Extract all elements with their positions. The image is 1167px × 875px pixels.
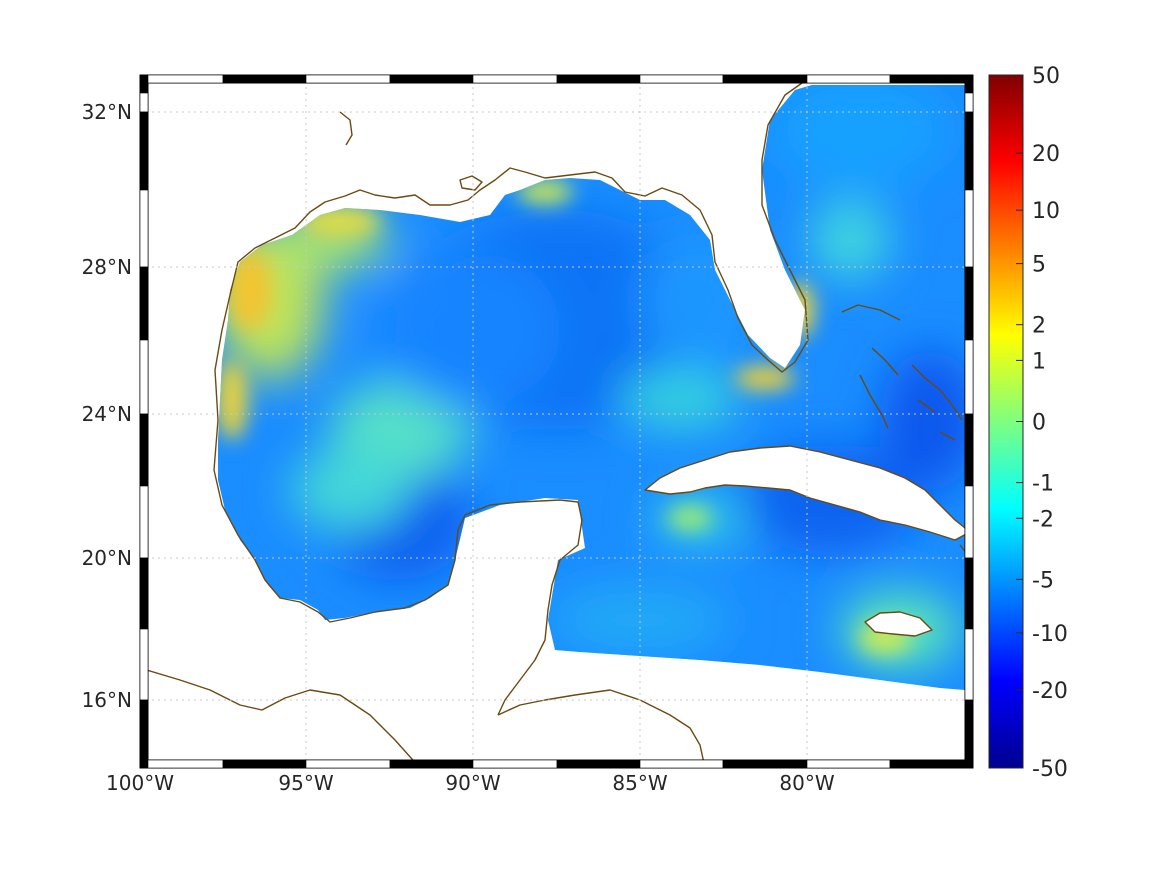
- lon-label: 90°W: [445, 771, 500, 795]
- frame-band-right: [964, 413, 974, 487]
- lat-label: 28°N: [82, 255, 132, 279]
- lat-label: 32°N: [82, 100, 132, 124]
- frame-band-right: [964, 189, 974, 268]
- mexico-coastline: [213, 294, 583, 716]
- colorbar-tick-label: 50: [1032, 64, 1060, 89]
- frame-band-bottom: [389, 759, 474, 769]
- frame-band-right: [964, 485, 974, 559]
- frame-band-top: [639, 74, 724, 84]
- honduras-coastline: [497, 689, 706, 768]
- frame-band-top: [889, 74, 974, 84]
- lon-label: 100°W: [106, 771, 174, 795]
- frame-band-right: [964, 92, 974, 113]
- map-frame: [139, 74, 974, 769]
- frame-band-bottom: [556, 759, 641, 769]
- frame-band-bottom: [806, 759, 891, 769]
- colorbar-tick-label: 1: [1032, 349, 1046, 374]
- frame-band-right: [964, 266, 974, 341]
- frame-band-right: [964, 699, 974, 769]
- frame-band-bottom: [305, 759, 391, 769]
- colorbar-tick-label: 5: [1032, 253, 1046, 278]
- frame-band-right: [964, 74, 974, 94]
- frame-band-top: [722, 74, 808, 84]
- frame-band-bottom: [889, 759, 974, 769]
- frame-band-left: [139, 266, 149, 341]
- colorbar-tick-label: 2: [1032, 314, 1046, 339]
- frame-band-top: [222, 74, 307, 84]
- lake-outline: [459, 175, 483, 191]
- frame-band-top: [472, 74, 558, 84]
- lat-label: 24°N: [82, 402, 132, 426]
- central-america-coastline: [140, 667, 421, 768]
- graticule: [140, 75, 973, 768]
- frame-band-right: [964, 339, 974, 415]
- frame-band-left: [139, 628, 149, 701]
- colorbar-tick-label: -20: [1032, 679, 1068, 704]
- frame-band-left: [139, 92, 149, 113]
- lat-label: 20°N: [82, 546, 132, 570]
- colorbar-tick-label: 0: [1032, 411, 1046, 436]
- frame-band-left: [139, 557, 149, 630]
- island-outline: [339, 111, 353, 146]
- colorbar-tick-label: -1: [1032, 472, 1054, 497]
- frame-band-top: [139, 74, 224, 84]
- frame-band-bottom: [722, 759, 808, 769]
- colorbar-tick-label: -50: [1032, 757, 1068, 782]
- frame-band-right: [964, 557, 974, 630]
- colorbar-tick-label: -10: [1032, 622, 1068, 647]
- jamaica-island: [864, 611, 933, 637]
- lon-label: 85°W: [612, 771, 667, 795]
- cuba-island: [644, 445, 971, 541]
- frame-band-bottom: [472, 759, 558, 769]
- frame-band-bottom: [639, 759, 724, 769]
- frame-band-top: [305, 74, 391, 84]
- lon-label: 80°W: [779, 771, 834, 795]
- frame-band-bottom: [139, 759, 224, 769]
- frame-band-left: [139, 74, 149, 94]
- coastlines: [140, 75, 973, 768]
- frame-band-left: [139, 699, 149, 769]
- lat-label: 16°N: [82, 688, 132, 712]
- colorbar-tick-label: -2: [1032, 507, 1054, 532]
- frame-band-right: [964, 628, 974, 701]
- lat-axis-labels: 32°N 28°N 24°N 20°N 16°N: [82, 100, 132, 712]
- bahamas-islands: [841, 304, 963, 441]
- frame-band-left: [139, 485, 149, 559]
- frame-band-top: [806, 74, 891, 84]
- colorbar-tick-label: 20: [1032, 142, 1060, 167]
- colorbar-tick-label: -5: [1032, 568, 1054, 593]
- frame-band-bottom: [222, 759, 307, 769]
- frame-band-left: [139, 189, 149, 268]
- frame-band-top: [389, 74, 474, 84]
- lon-axis-labels: 100°W 95°W 90°W 85°W 80°W: [106, 771, 835, 795]
- lon-label: 95°W: [278, 771, 333, 795]
- frame-band-left: [139, 339, 149, 415]
- frame-band-left: [139, 413, 149, 487]
- frame-band-top: [556, 74, 641, 84]
- frame-band-right: [964, 111, 974, 191]
- frame-band-left: [139, 111, 149, 191]
- us-coastline: [229, 75, 813, 373]
- colorbar-tick-label: 10: [1032, 199, 1060, 224]
